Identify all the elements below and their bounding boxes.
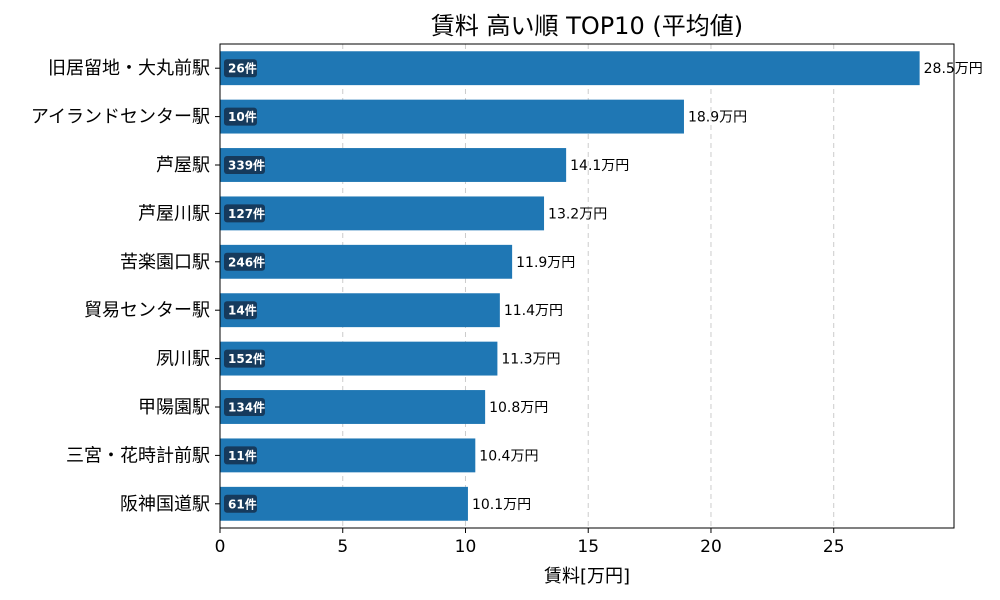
value-label: 14.1万円 bbox=[570, 158, 629, 174]
value-label: 11.4万円 bbox=[504, 303, 563, 319]
category-label: 阪神国道駅 bbox=[120, 494, 210, 515]
count-badge bbox=[224, 494, 257, 513]
count-label: 26件 bbox=[228, 61, 257, 76]
x-tick-label: 20 bbox=[700, 537, 722, 557]
category-label: 旧居留地・大丸前駅 bbox=[48, 58, 210, 79]
count-badge bbox=[224, 156, 265, 174]
bar bbox=[220, 51, 920, 86]
count-badge bbox=[224, 59, 257, 78]
count-badge bbox=[224, 398, 265, 416]
bar bbox=[220, 486, 468, 521]
x-axis-label: 賃料[万円] bbox=[544, 566, 630, 587]
count-badge bbox=[224, 204, 265, 223]
count-label: 152件 bbox=[228, 351, 265, 366]
plot-frame bbox=[219, 43, 955, 529]
count-badge bbox=[224, 301, 257, 320]
count-label: 11件 bbox=[228, 448, 257, 463]
count-label: 134件 bbox=[228, 400, 265, 415]
bar bbox=[220, 196, 545, 231]
category-label: 甲陽園駅 bbox=[138, 397, 210, 418]
bar bbox=[220, 341, 498, 376]
category-label: 苦楽園口駅 bbox=[120, 252, 210, 273]
value-label: 10.8万円 bbox=[489, 400, 548, 416]
value-label: 10.4万円 bbox=[479, 448, 538, 464]
count-badge bbox=[224, 446, 257, 465]
x-tick-label: 25 bbox=[823, 537, 845, 557]
category-label: 芦屋川駅 bbox=[138, 203, 210, 224]
value-label: 28.5万円 bbox=[924, 61, 983, 77]
x-tick-label: 15 bbox=[577, 537, 599, 557]
category-label: 三宮・花時計前駅 bbox=[66, 445, 210, 466]
bar bbox=[220, 244, 513, 279]
category-label: 芦屋駅 bbox=[156, 155, 210, 176]
category-label: 夙川駅 bbox=[156, 349, 210, 370]
value-label: 11.3万円 bbox=[501, 352, 560, 368]
bar bbox=[220, 438, 476, 473]
value-label: 11.9万円 bbox=[516, 255, 575, 271]
count-label: 61件 bbox=[228, 496, 257, 511]
category-label: アイランドセンター駅 bbox=[31, 107, 210, 128]
value-label: 18.9万円 bbox=[688, 110, 747, 126]
x-tick-label: 0 bbox=[215, 537, 226, 557]
count-label: 10件 bbox=[228, 109, 257, 124]
count-label: 339件 bbox=[228, 158, 265, 173]
count-label: 127件 bbox=[228, 206, 265, 221]
count-label: 246件 bbox=[228, 254, 265, 269]
count-label: 14件 bbox=[228, 303, 257, 318]
bar bbox=[220, 293, 500, 328]
count-badge bbox=[224, 349, 265, 368]
category-label: 貿易センター駅 bbox=[84, 300, 210, 321]
value-label: 10.1万円 bbox=[472, 497, 531, 513]
bar bbox=[220, 99, 684, 134]
value-label: 13.2万円 bbox=[548, 206, 607, 222]
count-badge bbox=[224, 107, 257, 126]
bars bbox=[220, 51, 920, 521]
count-badge bbox=[224, 252, 265, 271]
x-tick-label: 5 bbox=[337, 537, 348, 557]
bar bbox=[220, 148, 567, 182]
x-tick-label: 10 bbox=[455, 537, 477, 557]
chart-title: 賃料 高い順 TOP10 (平均値) bbox=[431, 12, 743, 40]
